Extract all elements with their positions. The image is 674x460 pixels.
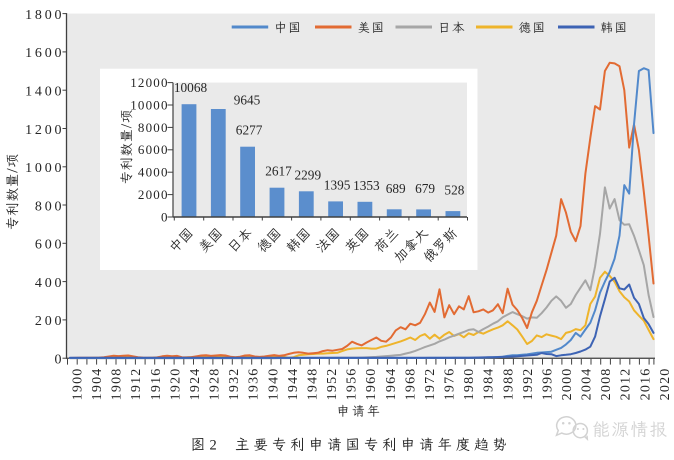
svg-text:2016: 2016 — [638, 368, 653, 401]
svg-text:1924: 1924 — [188, 368, 203, 401]
svg-text:800: 800 — [35, 199, 64, 214]
svg-text:1972: 1972 — [423, 368, 438, 401]
svg-text:0: 0 — [161, 209, 169, 224]
svg-text:528: 528 — [444, 183, 464, 198]
svg-text:1932: 1932 — [227, 368, 242, 401]
svg-text:1948: 1948 — [306, 368, 321, 401]
svg-text:400: 400 — [35, 276, 64, 291]
svg-text:1988: 1988 — [501, 368, 516, 401]
svg-text:1996: 1996 — [540, 368, 555, 401]
svg-text:12000: 12000 — [130, 75, 169, 90]
svg-text:200: 200 — [35, 314, 64, 329]
svg-text:2012: 2012 — [619, 368, 634, 401]
svg-text:1928: 1928 — [208, 368, 223, 401]
svg-text:6277: 6277 — [236, 123, 263, 138]
svg-text:2004: 2004 — [580, 368, 595, 401]
svg-text:4000: 4000 — [138, 165, 169, 180]
svg-text:2000: 2000 — [560, 368, 575, 401]
svg-text:1600: 1600 — [25, 46, 64, 61]
svg-text:2000: 2000 — [138, 187, 169, 202]
svg-text:1000: 1000 — [25, 161, 64, 176]
svg-text:1920: 1920 — [168, 368, 183, 401]
svg-text:600: 600 — [35, 238, 64, 253]
svg-text:2617: 2617 — [265, 164, 292, 179]
svg-text:2020: 2020 — [658, 368, 673, 401]
svg-text:1968: 1968 — [403, 368, 418, 401]
svg-text:1980: 1980 — [462, 368, 477, 401]
svg-text:1976: 1976 — [443, 368, 458, 401]
svg-text:6000: 6000 — [138, 142, 169, 157]
svg-text:679: 679 — [415, 181, 435, 196]
svg-text:2: 2 — [210, 438, 217, 454]
svg-text:1800: 1800 — [25, 8, 64, 23]
svg-text:9645: 9645 — [234, 92, 261, 107]
svg-text:1936: 1936 — [247, 368, 262, 401]
svg-text:2008: 2008 — [599, 368, 614, 401]
svg-text:1944: 1944 — [286, 368, 301, 401]
svg-text:1395: 1395 — [324, 177, 351, 192]
svg-text:1900: 1900 — [71, 368, 86, 401]
svg-text:10000: 10000 — [130, 97, 169, 112]
svg-text:1940: 1940 — [266, 368, 281, 401]
svg-text:1400: 1400 — [25, 85, 64, 100]
svg-text:1960: 1960 — [364, 368, 379, 401]
svg-text:1904: 1904 — [90, 368, 105, 401]
svg-text:2299: 2299 — [295, 167, 322, 182]
svg-text:8000: 8000 — [138, 120, 169, 135]
svg-text:0: 0 — [54, 353, 64, 368]
svg-text:1200: 1200 — [25, 123, 64, 138]
svg-text:1992: 1992 — [521, 368, 536, 401]
svg-text:1353: 1353 — [353, 178, 380, 193]
svg-text:1956: 1956 — [345, 368, 360, 401]
svg-text:10068: 10068 — [174, 80, 208, 95]
svg-text:1984: 1984 — [482, 368, 497, 401]
svg-text:1952: 1952 — [325, 368, 340, 401]
svg-text:1912: 1912 — [129, 368, 144, 401]
svg-text:689: 689 — [386, 181, 406, 196]
svg-text:1908: 1908 — [110, 368, 125, 401]
svg-text:1916: 1916 — [149, 368, 164, 401]
svg-text:1964: 1964 — [384, 368, 399, 401]
